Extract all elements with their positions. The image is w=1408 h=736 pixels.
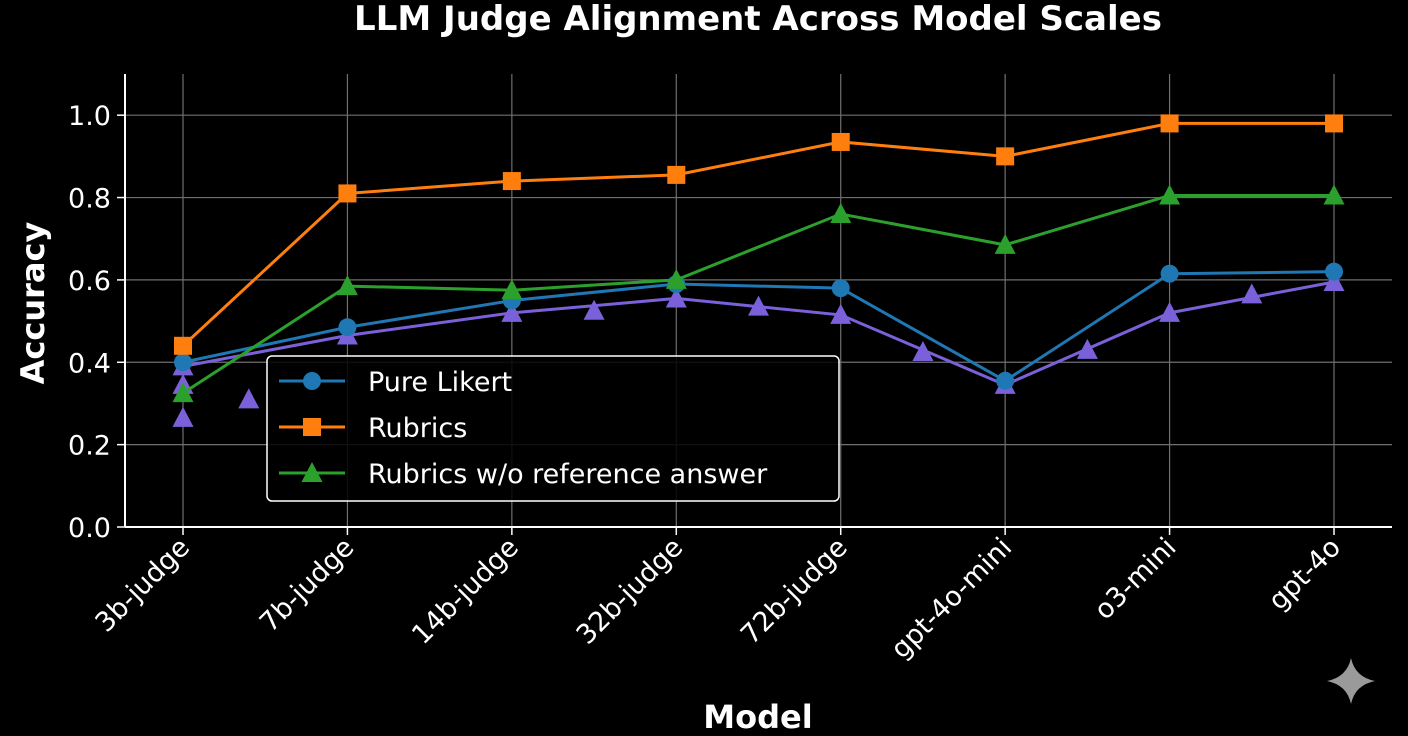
- x-tick-label: 3b-judge: [89, 532, 195, 638]
- y-tick-label: 1.0: [68, 101, 111, 132]
- axes: [117, 74, 1392, 535]
- extra-series-marker: [583, 299, 605, 320]
- data-point-rubrics: [338, 184, 357, 203]
- data-point-rubrics: [831, 132, 850, 151]
- legend-label-pure-likert: Pure Likert: [368, 367, 512, 398]
- x-tick-label: 32b-judge: [571, 532, 690, 651]
- legend-marker-rubrics: [303, 418, 321, 436]
- y-tick-label: 0.2: [68, 431, 111, 462]
- x-axis-label: Model: [703, 698, 812, 736]
- data-point-rubrics-w-o-reference-answer: [336, 275, 358, 296]
- legend-marker-rubrics-wo-ref: [301, 462, 323, 482]
- legend: Pure Likert Rubrics Rubrics w/o referenc…: [266, 355, 840, 502]
- data-point-rubrics: [174, 336, 192, 355]
- legend-label-rubrics: Rubrics: [368, 413, 467, 444]
- extra-series-point: [1323, 270, 1345, 291]
- legend-marker-pure-likert: [303, 372, 321, 390]
- data-point-rubrics: [502, 172, 521, 191]
- extra-series-marker: [748, 295, 770, 316]
- x-tick-label: o3-mini: [1089, 532, 1183, 626]
- series-pure-likert: [174, 262, 1344, 390]
- extra-series-marker: [238, 388, 260, 409]
- series-layer: [172, 114, 1345, 427]
- series-line-rubrics-w-o-reference-answer: [182, 193, 1335, 395]
- extra-series-point: [830, 303, 852, 324]
- extra-series-marker: [912, 340, 934, 361]
- y-tick-label: 0.6: [68, 266, 111, 297]
- x-tick-label: gpt-4o-mini: [885, 532, 1018, 665]
- legend-entry-rubrics: Rubrics: [279, 413, 467, 444]
- data-point-rubrics-w-o-reference-answer: [1159, 184, 1181, 205]
- series-rubrics: [174, 114, 1344, 355]
- y-tick-label: 0.8: [68, 184, 111, 215]
- y-tick-label: 0.0: [68, 513, 111, 544]
- data-point-rubrics-w-o-reference-answer: [501, 279, 523, 300]
- data-point-pure-likert: [1325, 262, 1344, 281]
- x-tick-label: 7b-judge: [254, 532, 360, 638]
- sparkle-icon: [1327, 658, 1375, 704]
- data-point-rubrics: [1160, 114, 1179, 133]
- data-point-pure-likert: [831, 279, 850, 298]
- series-line-rubrics: [181, 121, 1335, 347]
- data-point-pure-likert: [174, 353, 192, 372]
- data-point-rubrics-w-o-reference-answer: [172, 382, 194, 403]
- data-point-rubrics-w-o-reference-answer: [994, 233, 1016, 254]
- legend-entry-pure-likert: Pure Likert: [279, 367, 512, 398]
- data-point-rubrics: [996, 147, 1015, 166]
- x-tick-label: 72b-judge: [735, 532, 854, 651]
- extra-series-marker: [1241, 283, 1263, 304]
- data-point-rubrics-w-o-reference-answer: [830, 203, 852, 224]
- x-tick-label: gpt-4o: [1263, 532, 1347, 616]
- data-point-rubrics-w-o-reference-answer: [1323, 184, 1345, 205]
- y-axis-label: Accuracy: [14, 222, 52, 385]
- series-line-pure-likert: [182, 270, 1335, 383]
- extra-series-marker: [172, 406, 194, 427]
- legend-entry-rubrics-wo-ref: Rubrics w/o reference answer: [279, 459, 768, 490]
- data-point-rubrics: [1325, 114, 1344, 133]
- data-point-rubrics: [667, 165, 686, 184]
- data-point-pure-likert: [1160, 264, 1179, 283]
- extra-series-point: [501, 301, 523, 322]
- x-tick-label: 14b-judge: [406, 532, 525, 651]
- data-point-rubrics-w-o-reference-answer: [665, 268, 687, 289]
- series-rubrics-w-o-reference-answer: [172, 184, 1345, 403]
- legend-box: [266, 355, 840, 502]
- data-point-pure-likert: [338, 318, 357, 337]
- y-tick-label: 0.4: [68, 348, 111, 379]
- extra-series-point: [1159, 301, 1181, 322]
- extra-series-point: [665, 287, 687, 308]
- data-point-pure-likert: [996, 371, 1015, 390]
- legend-label-rubrics-wo-ref: Rubrics w/o reference answer: [368, 459, 768, 490]
- chart-title: LLM Judge Alignment Across Model Scales: [354, 0, 1162, 39]
- extra-series-marker: [1076, 338, 1098, 359]
